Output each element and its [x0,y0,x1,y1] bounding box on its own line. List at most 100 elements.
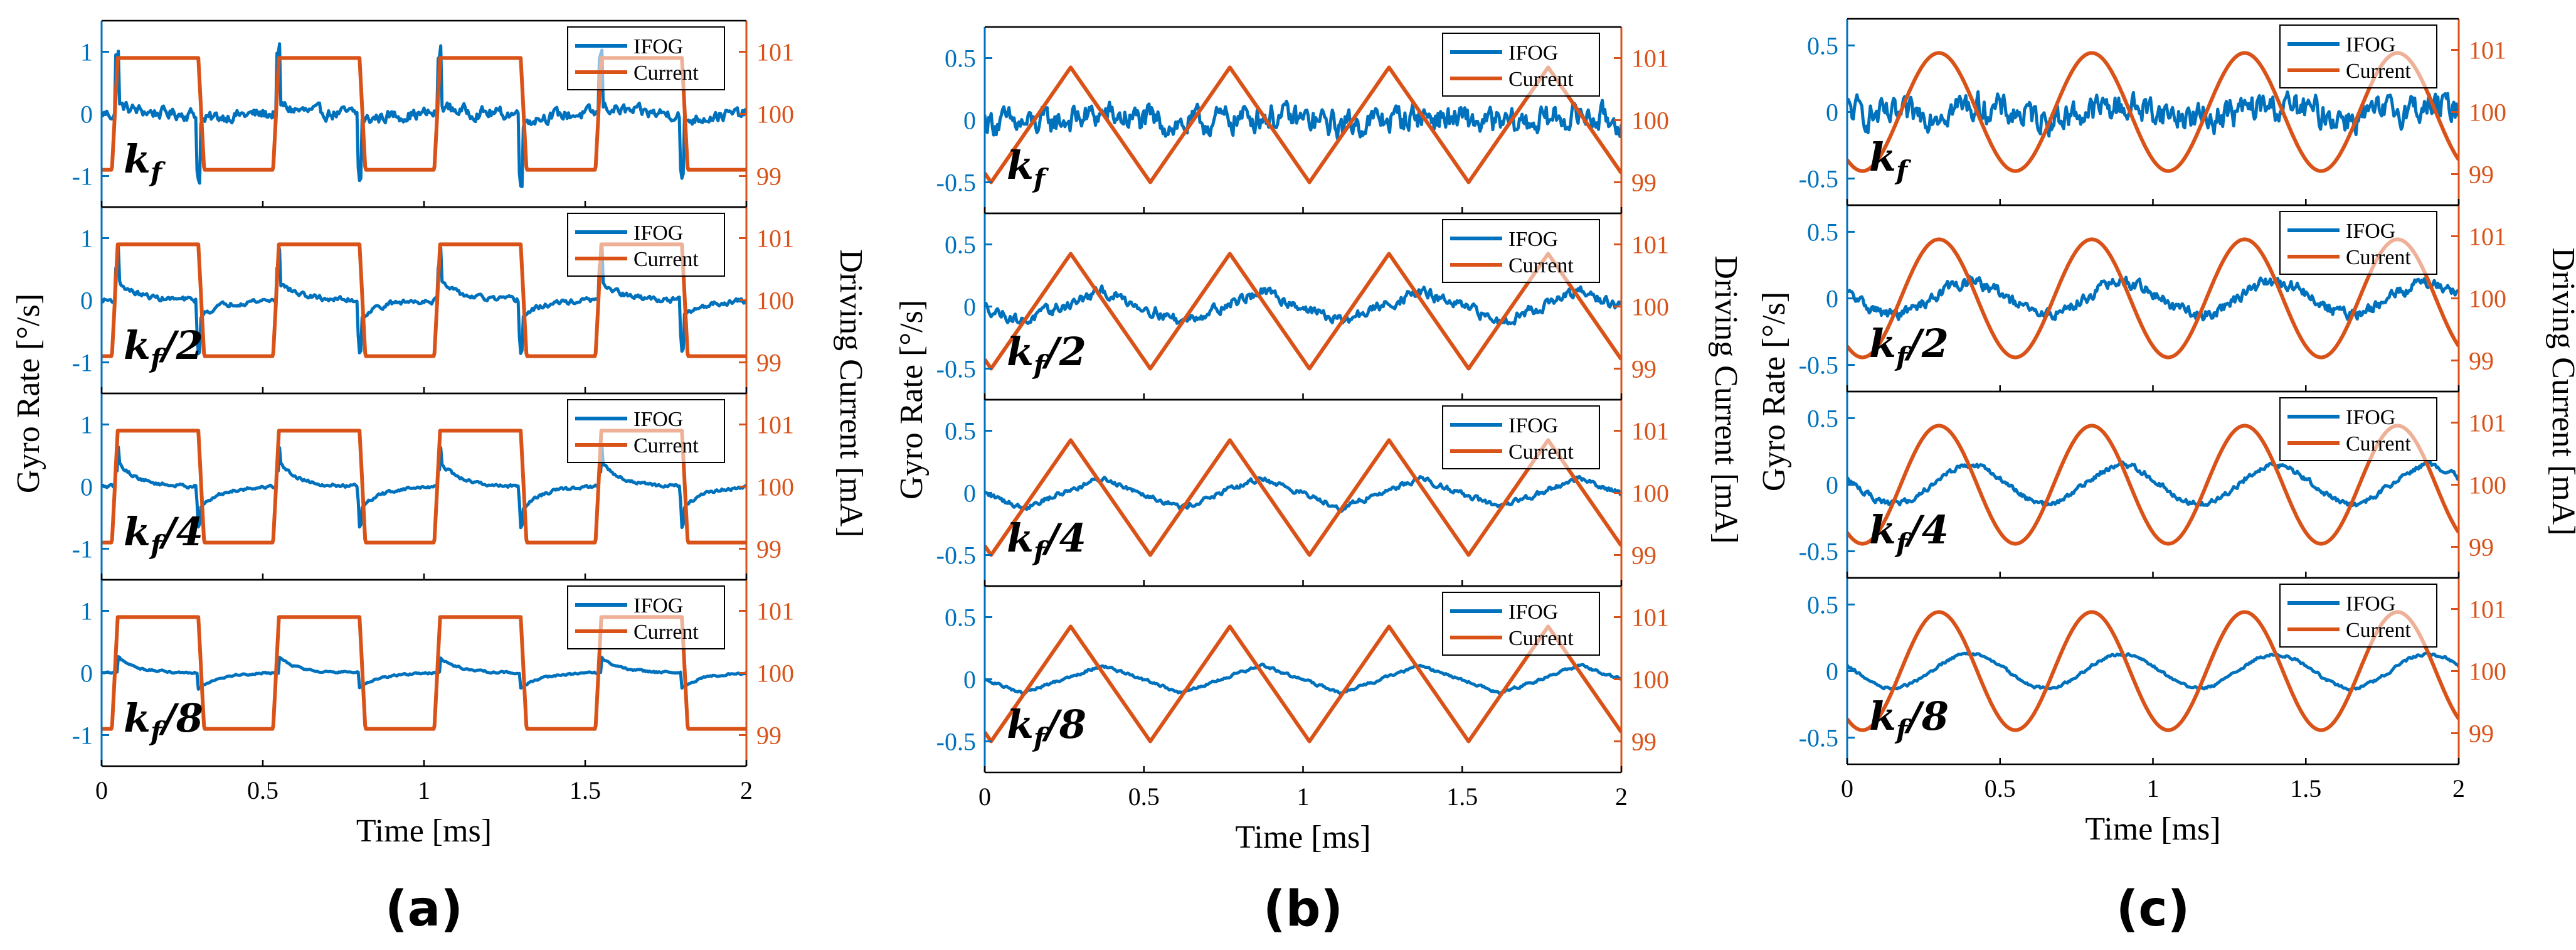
right-tick-label: 101 [1631,417,1669,446]
legend-ifog-label: IFOG [633,408,683,431]
right-tick-label: 101 [2469,36,2506,65]
series-ifog-line [1847,651,2459,691]
x-axis-label: Time [ms] [2085,811,2220,847]
panel-b: -0.500.599100101IFOGCurrentkf-0.500.5991… [894,26,1744,937]
right-tick-label: 100 [1631,666,1669,694]
series-ifog-line [102,243,746,356]
right-tick-label: 99 [756,722,782,750]
row-label: kf/4 [1869,507,1949,558]
legend: IFOG Current [2279,24,2437,88]
x-tick-label: 1 [2147,774,2160,803]
legend-box [1442,405,1600,469]
panel-letter: (c) [2116,881,2190,937]
row-label: kf/8 [1869,693,1949,745]
right-tick-label: 99 [2469,161,2494,189]
right-tick-label: 101 [2469,595,2506,624]
legend-ifog-label: IFOG [633,35,683,58]
legend: IFOG Current [567,213,725,277]
left-tick-label: 0.5 [945,417,976,446]
left-tick-label: -0.5 [1799,724,1838,752]
legend-box [567,399,725,463]
legend-box [567,213,725,277]
left-tick-label: 0.5 [1807,590,1838,619]
series-current-line [1847,237,2459,360]
legend-box [2279,397,2437,461]
series-current-line [985,252,1621,371]
left-tick-label: 1 [80,597,93,626]
right-tick-label: 99 [756,163,782,191]
x-tick-label: 0.5 [247,776,278,804]
left-tick-label: 0 [80,473,93,501]
row-label-divisor: /8 [1904,693,1949,739]
series-current-line [985,624,1621,744]
x-tick-label: 0.5 [1128,782,1160,811]
right-tick-label: 99 [1631,728,1656,756]
x-tick-label: 2 [740,776,753,804]
right-tick-label: 101 [756,38,794,67]
row-label-base: k [1869,134,1896,180]
series-ifog-line [985,99,1621,141]
subplot-row-3: -0.5 0 0.5 99 100 101 IFOG Current kf/4 [936,398,1669,587]
legend-box [2279,24,2437,88]
right-tick-label: 101 [2469,409,2506,437]
x-tick-label: 1.5 [2290,774,2321,803]
left-tick-label: 0 [80,659,93,688]
legend-current-label: Current [2346,432,2411,456]
right-tick-label: 101 [1631,45,1669,73]
left-tick-label: -0.5 [1799,351,1838,380]
subplot-row-1: -0.5 0 0.5 99 100 101 IFOG Current kf [1799,18,2506,206]
left-tick-label: 0 [963,666,976,694]
left-tick-label: -1 [72,163,93,191]
legend-box [567,26,725,90]
row-label-base: k [1007,142,1034,188]
legend-ifog-label: IFOG [633,221,683,245]
series-current-line [985,65,1621,184]
subplot-row-4: -1 0 1 99 100 101 IFOG Current kf/8 [72,579,794,767]
right-tick-label: 100 [1631,107,1669,135]
subplot-row-2: -1 0 1 99 100 101 IFOG Current kf/2 [72,206,794,395]
series-ifog-line [985,474,1621,513]
legend-current-label: Current [633,248,699,271]
row-label-divisor: /2 [1042,329,1086,375]
left-tick-label: -0.5 [936,542,976,570]
right-tick-label: 101 [756,597,794,626]
right-tick-label: 99 [756,535,782,563]
legend: IFOG Current [567,585,725,649]
row-label: kf/8 [1007,702,1086,753]
row-label: kf [1869,134,1912,186]
right-tick-label: 99 [2469,720,2494,748]
x-tick-label: 0 [95,776,108,804]
right-tick-label: 100 [2469,99,2506,127]
left-tick-label: 0.5 [945,45,976,73]
subplot-row-3: -1 0 1 99 100 101 IFOG Current kf/4 [72,392,794,581]
series-ifog-line [102,445,746,530]
subplot-row-1: -1 0 1 99 100 101 IFOG Current kf [72,19,794,208]
left-tick-label: -0.5 [936,169,976,197]
right-tick-label: 100 [756,473,794,501]
row-label-subscript: f [1032,163,1049,194]
series-ifog-line [102,655,746,691]
series-current-line [985,438,1621,557]
row-label-base: k [1007,702,1034,747]
left-tick-label: 0.5 [1807,218,1838,246]
subplot-row-2: -0.5 0 0.5 99 100 101 IFOG Current kf/2 [936,212,1669,401]
legend-box [1442,33,1600,97]
left-tick-label: 0.5 [945,604,976,632]
left-tick-label: 0.5 [1807,31,1838,60]
x-tick-label: 1.5 [570,776,601,804]
series-ifog-line [102,42,746,188]
series-ifog-line [1847,460,2459,508]
row-label: kf/8 [124,695,203,747]
right-tick-label: 100 [756,287,794,315]
right-tick-label: 100 [1631,479,1669,508]
panel-c: -0.500.599100101IFOGCurrentkf-0.500.5991… [1756,18,2576,937]
legend-current-label: Current [2346,619,2411,642]
right-tick-label: 99 [2469,347,2494,375]
y-axis-label-left: Gyro Rate [°/s] [894,300,930,499]
row-label: kf [1007,142,1049,194]
right-tick-label: 100 [756,659,794,688]
left-tick-label: 0.5 [945,231,976,259]
legend: IFOG Current [1442,405,1600,469]
x-tick-label: 1 [418,776,430,804]
right-tick-label: 100 [2469,471,2506,499]
